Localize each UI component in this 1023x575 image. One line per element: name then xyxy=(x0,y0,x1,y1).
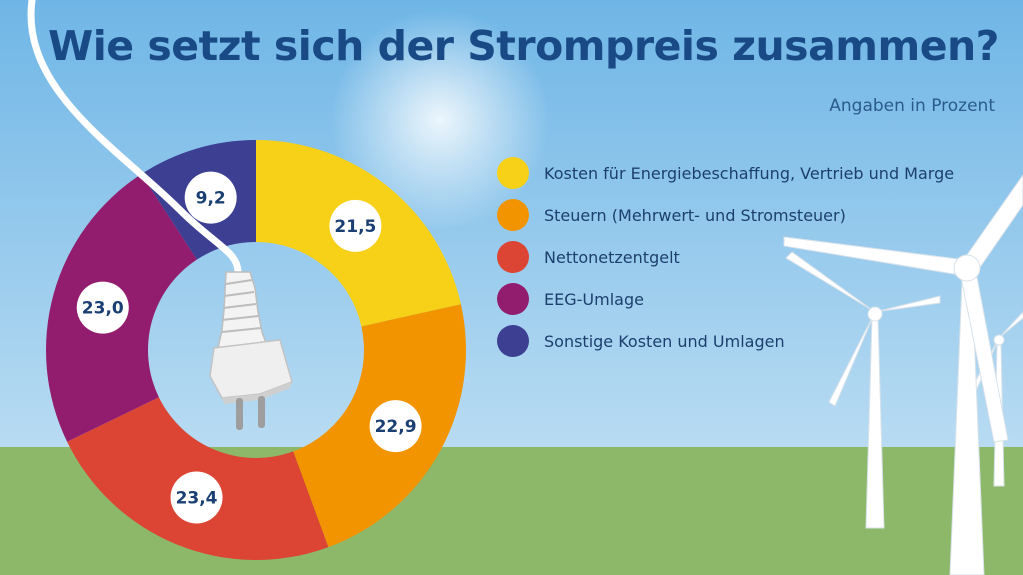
legend-swatch xyxy=(497,241,529,273)
legend-label: Sonstige Kosten und Umlagen xyxy=(544,331,785,351)
slice-value-badge xyxy=(184,171,237,224)
legend-label: Kosten für Energiebeschaffung, Vertrieb … xyxy=(544,163,955,183)
wind-turbine-middle-icon xyxy=(785,251,941,529)
slice-value-badge xyxy=(76,281,129,334)
chart-title: Wie setzt sich der Strompreis zusammen? xyxy=(48,22,999,70)
legend-swatch xyxy=(497,199,529,231)
legend-item: EEG-Umlage xyxy=(497,278,954,320)
slice-value-label: 9,2 xyxy=(196,189,226,209)
sun-glow xyxy=(330,10,550,230)
legend-swatch xyxy=(497,325,529,357)
legend-item: Sonstige Kosten und Umlagen xyxy=(497,320,954,362)
chart-subtitle: Angaben in Prozent xyxy=(829,96,995,116)
legend-label: Steuern (Mehrwert- und Stromsteuer) xyxy=(544,205,846,225)
slice-value-label: 23,0 xyxy=(82,299,124,319)
power-plug-icon xyxy=(27,0,293,430)
slice-value-label: 21,5 xyxy=(334,217,376,237)
slice-value-badge xyxy=(329,199,382,252)
legend-swatch xyxy=(497,157,529,189)
slice-value-label: 22,9 xyxy=(375,417,417,437)
slice-value-badge xyxy=(369,400,422,453)
slice-value-badge xyxy=(170,471,223,524)
legend-item: Kosten für Energiebeschaffung, Vertrieb … xyxy=(497,152,954,194)
donut-chart: 21,5 22,9 23,4 23,0 9,2 xyxy=(46,140,466,560)
legend-item: Steuern (Mehrwert- und Stromsteuer) xyxy=(497,194,954,236)
legend-swatch xyxy=(497,283,529,315)
slice-value-label: 23,4 xyxy=(176,488,218,508)
legend-label: Nettonetzentgelt xyxy=(544,247,680,267)
chart-legend: Kosten für Energiebeschaffung, Vertrieb … xyxy=(497,152,954,362)
wind-turbine-near-icon xyxy=(783,174,1023,575)
legend-item: Nettonetzentgelt xyxy=(497,236,954,278)
legend-label: EEG-Umlage xyxy=(544,289,644,309)
